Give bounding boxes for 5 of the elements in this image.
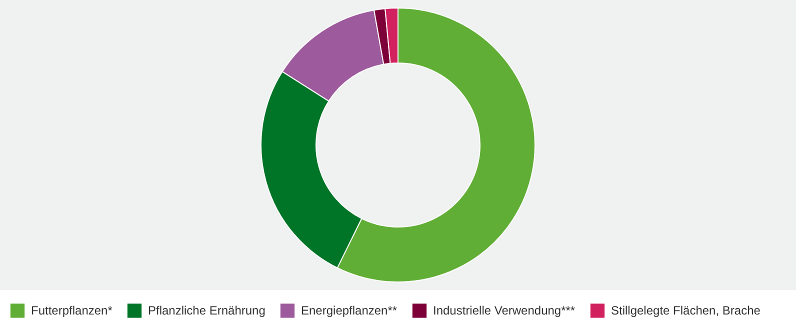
legend-label: Stillgelegte Flächen, Brache bbox=[611, 304, 761, 318]
legend-label: Industrielle Verwendung*** bbox=[433, 304, 576, 318]
legend-label: Futterpflanzen* bbox=[31, 304, 113, 318]
legend-label: Energiepflanzen** bbox=[301, 304, 398, 318]
legend-label: Pflanzliche Ernährung bbox=[148, 304, 266, 318]
